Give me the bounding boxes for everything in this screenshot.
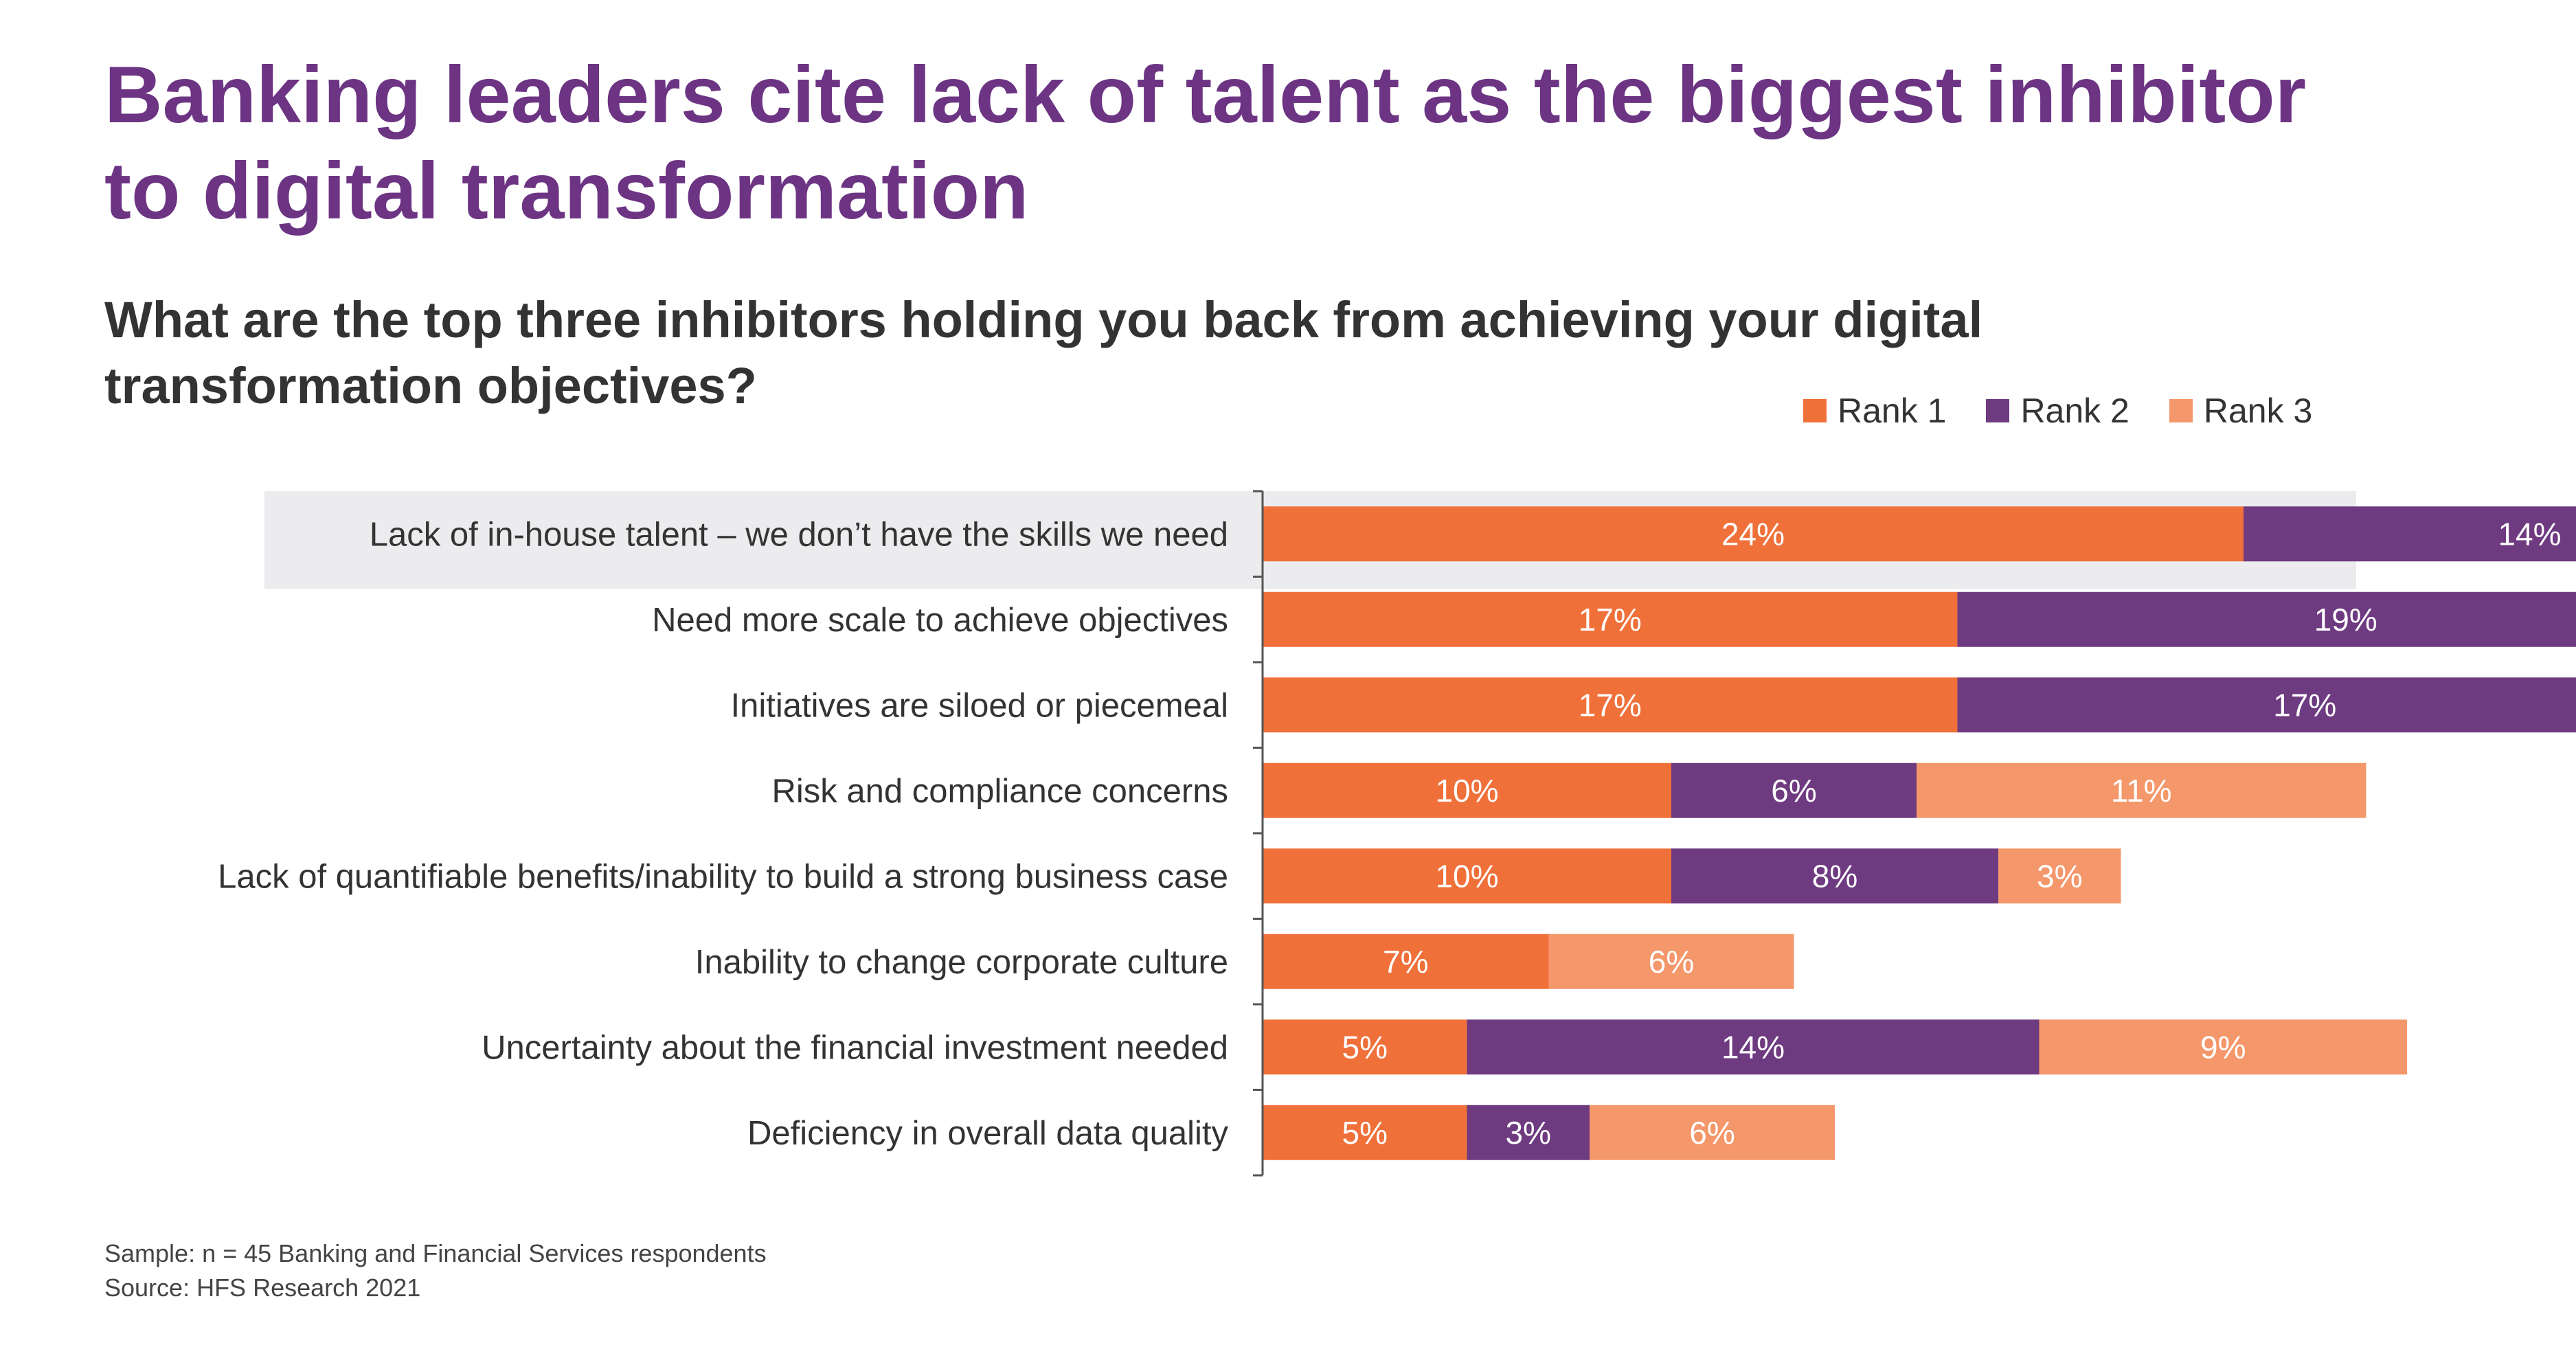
data-label: 6% xyxy=(1649,944,1694,980)
data-label: 6% xyxy=(1689,1115,1735,1151)
data-label: 14% xyxy=(1721,1029,1785,1065)
bar-segment-rank-1 xyxy=(1263,1105,1467,1160)
bar-segment-rank-3 xyxy=(1590,1105,1835,1160)
data-label: 17% xyxy=(1579,602,1642,637)
legend-item-rank-3: Rank 3 xyxy=(2169,391,2312,431)
data-label: 9% xyxy=(2200,1029,2246,1065)
legend-label-rank-2: Rank 2 xyxy=(2020,392,2129,430)
legend-swatch-rank-3 xyxy=(2169,399,2193,422)
data-label: 11% xyxy=(2111,773,2172,809)
category-label: Initiatives are siloed or piecemeal xyxy=(731,687,1228,724)
data-label: 3% xyxy=(2037,858,2082,894)
bar-segment-rank-3 xyxy=(2039,1019,2407,1075)
footer: Sample: n = 45 Banking and Financial Ser… xyxy=(104,1236,767,1305)
legend: Rank 1 Rank 2 Rank 3 xyxy=(1803,390,2352,431)
bar-segment-rank-1 xyxy=(1263,848,1671,904)
bar-segment-rank-1 xyxy=(1263,934,1549,989)
bar-segment-rank-1 xyxy=(1263,591,1958,647)
bar-segment-rank-1 xyxy=(1263,677,1958,733)
data-label: 14% xyxy=(2498,516,2561,552)
bar-segment-rank-2 xyxy=(1671,848,1998,904)
legend-item-rank-1: Rank 1 xyxy=(1803,391,1946,431)
bar-segment-rank-3 xyxy=(1917,762,2366,818)
data-label: 3% xyxy=(1506,1115,1551,1151)
legend-swatch-rank-2 xyxy=(1986,399,2010,422)
data-label: 17% xyxy=(2273,687,2336,723)
bar-segment-rank-1 xyxy=(1263,506,2244,562)
category-label: Risk and compliance concerns xyxy=(771,773,1228,810)
bar-segment-rank-2 xyxy=(1467,1105,1590,1160)
bar-segment-rank-2 xyxy=(2244,506,2576,562)
data-label: 10% xyxy=(1435,858,1498,894)
data-label: 17% xyxy=(1579,687,1642,723)
chart-subtitle: What are the top three inhibitors holdin… xyxy=(104,291,1983,414)
category-label: Deficiency in overall data quality xyxy=(747,1115,1228,1152)
category-label: Inability to change corporate culture xyxy=(695,944,1228,981)
data-label: 5% xyxy=(1342,1029,1388,1065)
category-label: Uncertainty about the financial investme… xyxy=(482,1029,1228,1066)
bar-segment-rank-1 xyxy=(1263,1019,1467,1075)
bar-segment-rank-3 xyxy=(1998,848,2121,904)
bar-segment-rank-1 xyxy=(1263,762,1671,818)
data-label: 19% xyxy=(2314,602,2377,637)
bar-segment-rank-2 xyxy=(1671,762,1917,818)
data-label: 24% xyxy=(1721,516,1785,552)
legend-label-rank-1: Rank 1 xyxy=(1838,392,1947,430)
data-label: 5% xyxy=(1342,1115,1388,1151)
bar-segment-rank-3 xyxy=(1548,934,1794,989)
bar-segment-rank-2 xyxy=(1467,1019,2040,1075)
category-label: Need more scale to achieve objectives xyxy=(652,602,1228,639)
sample-note: Sample: n = 45 Banking and Financial Ser… xyxy=(104,1239,767,1267)
bar-segment-rank-2 xyxy=(1957,677,2576,733)
category-label: Lack of in-house talent – we don’t have … xyxy=(370,516,1228,553)
data-label: 7% xyxy=(1383,944,1428,980)
legend-item-rank-2: Rank 2 xyxy=(1986,391,2129,431)
legend-label-rank-3: Rank 3 xyxy=(2203,392,2313,430)
legend-swatch-rank-1 xyxy=(1803,399,1827,422)
bar-segment-rank-2 xyxy=(1957,591,2576,647)
source-note: Source: HFS Research 2021 xyxy=(104,1274,421,1302)
chart-title: Banking leaders cite lack of talent as t… xyxy=(104,49,2307,236)
category-label: Lack of quantifiable benefits/inability … xyxy=(218,858,1228,895)
data-label: 6% xyxy=(1771,773,1816,809)
data-label: 10% xyxy=(1435,773,1498,809)
data-label: 8% xyxy=(1812,858,1857,894)
